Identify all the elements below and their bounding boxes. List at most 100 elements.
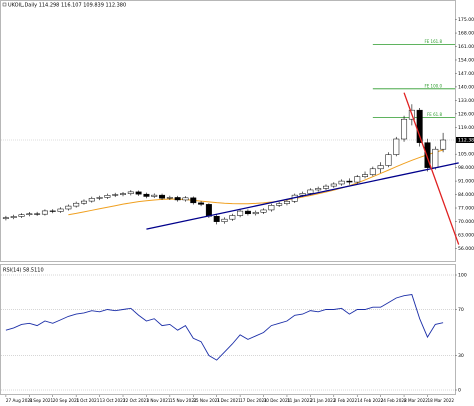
trendline bbox=[403, 92, 460, 245]
candle-body bbox=[432, 148, 439, 168]
candle-body bbox=[96, 197, 103, 199]
y-tick-label: 30 bbox=[458, 353, 464, 359]
moving-average bbox=[68, 149, 444, 216]
candle-body bbox=[362, 174, 369, 177]
last-price-label: 112.380 bbox=[458, 137, 474, 143]
candle-body bbox=[88, 198, 95, 202]
x-tick-label: 21 Jan 2022 bbox=[310, 398, 335, 403]
candle-body bbox=[354, 176, 361, 183]
candle-body bbox=[143, 193, 150, 197]
candle-body bbox=[190, 197, 197, 204]
candle-body bbox=[112, 194, 119, 196]
candle-body bbox=[135, 191, 142, 195]
x-tick-label: 13 Oct 2021 bbox=[100, 398, 126, 403]
candle-body bbox=[401, 118, 408, 140]
candle-body bbox=[127, 191, 134, 194]
candle-body bbox=[65, 205, 72, 210]
candle-body bbox=[369, 168, 376, 175]
candle-body bbox=[166, 197, 173, 199]
trendline bbox=[146, 162, 459, 230]
candle-body bbox=[307, 189, 314, 194]
y-tick-label: 91.000 bbox=[458, 179, 474, 185]
candle-body bbox=[18, 214, 25, 217]
x-tick-label: 20 Sep 2021 bbox=[53, 398, 80, 403]
symbol-icon bbox=[2, 2, 7, 7]
y-tick-label: 133.000 bbox=[458, 98, 474, 104]
candle-body bbox=[338, 180, 345, 185]
rsi-title: RSI(14) 58.5110 bbox=[3, 268, 44, 274]
candle-body bbox=[120, 193, 126, 195]
candle-body bbox=[174, 197, 181, 201]
x-tick-label: 24 Feb 2022 bbox=[381, 398, 407, 403]
candle-body bbox=[26, 213, 33, 215]
x-tick-label: 25 Nov 2021 bbox=[193, 398, 220, 403]
price-panel bbox=[0, 0, 456, 262]
x-tick-label: 1 Oct 2021 bbox=[76, 398, 100, 403]
rsi-line bbox=[5, 294, 444, 361]
y-tick-label: 161.000 bbox=[458, 44, 474, 50]
candle-body bbox=[276, 203, 283, 206]
x-tick-label: 11 Jan 2022 bbox=[287, 398, 312, 403]
candle-body bbox=[198, 202, 205, 205]
candle-body bbox=[283, 201, 290, 204]
candle-body bbox=[151, 194, 158, 197]
x-tick-label: 14 Feb 2022 bbox=[357, 398, 383, 403]
y-tick-label: 84.000 bbox=[458, 192, 474, 198]
candle-body bbox=[244, 210, 251, 215]
candle-body bbox=[416, 109, 423, 143]
candle-body bbox=[80, 200, 87, 204]
candle-body bbox=[260, 209, 267, 213]
y-tick-label: 105.000 bbox=[458, 152, 474, 158]
candle-body bbox=[346, 180, 353, 183]
candle-body bbox=[221, 218, 228, 222]
y-tick-label: 175.000 bbox=[458, 17, 474, 23]
candle-body bbox=[159, 194, 166, 199]
candle-body bbox=[393, 138, 400, 155]
candle-body bbox=[323, 185, 329, 189]
fib-label: FE 161.8 bbox=[424, 39, 442, 44]
x-tick-label: 3 Nov 2021 bbox=[146, 398, 170, 403]
candle-body bbox=[182, 197, 189, 201]
candle-body bbox=[57, 208, 64, 212]
candle-body bbox=[213, 216, 220, 222]
x-tick-label: 15 Nov 2021 bbox=[170, 398, 197, 403]
y-tick-label: 126.000 bbox=[458, 111, 474, 117]
candle-body bbox=[104, 195, 111, 198]
y-tick-label: 98.000 bbox=[458, 165, 474, 171]
candle-body bbox=[252, 211, 259, 215]
candle-body bbox=[41, 210, 48, 215]
candle-body bbox=[330, 183, 337, 187]
y-tick-label: 63.000 bbox=[458, 232, 474, 238]
candle-body bbox=[385, 154, 392, 166]
candle-body bbox=[2, 217, 9, 219]
y-tick-label: 70 bbox=[458, 307, 464, 313]
y-tick-label: 154.000 bbox=[458, 57, 474, 63]
y-tick-label: 70.000 bbox=[458, 219, 474, 225]
x-tick-label: 17 Dec 2021 bbox=[240, 398, 267, 403]
x-tick-label: 27 Aug 2021 bbox=[6, 398, 33, 403]
y-tick-label: 140.000 bbox=[458, 84, 474, 90]
x-tick-label: 18 Mar 2022 bbox=[427, 398, 454, 403]
y-tick-label: 56.000 bbox=[458, 246, 474, 252]
candle-body bbox=[440, 139, 447, 150]
x-tick-label: 7 Dec 2021 bbox=[217, 398, 241, 403]
x-tick-label: 30 Dec 2021 bbox=[264, 398, 291, 403]
candle-body bbox=[34, 213, 41, 215]
candle-body bbox=[49, 210, 56, 212]
candle-body bbox=[268, 205, 275, 211]
candle-body bbox=[205, 204, 212, 217]
chart-title: UKOIL,Daily 114.298 116.107 109.839 112.… bbox=[8, 3, 126, 9]
y-tick-label: 0 bbox=[458, 388, 461, 394]
x-tick-label: 8 Sep 2021 bbox=[29, 398, 53, 403]
x-tick-label: 2 Feb 2022 bbox=[334, 398, 358, 403]
rsi-panel bbox=[0, 264, 456, 395]
y-tick-label: 77.000 bbox=[458, 206, 474, 212]
x-tick-label: 8 Mar 2022 bbox=[404, 398, 428, 403]
candle-body bbox=[237, 210, 244, 216]
y-tick-label: 168.000 bbox=[458, 31, 474, 37]
candle-body bbox=[315, 188, 322, 191]
candle-body bbox=[73, 202, 80, 207]
candle-body bbox=[10, 216, 17, 218]
last-price-box bbox=[456, 136, 474, 143]
candle-body bbox=[299, 193, 306, 196]
